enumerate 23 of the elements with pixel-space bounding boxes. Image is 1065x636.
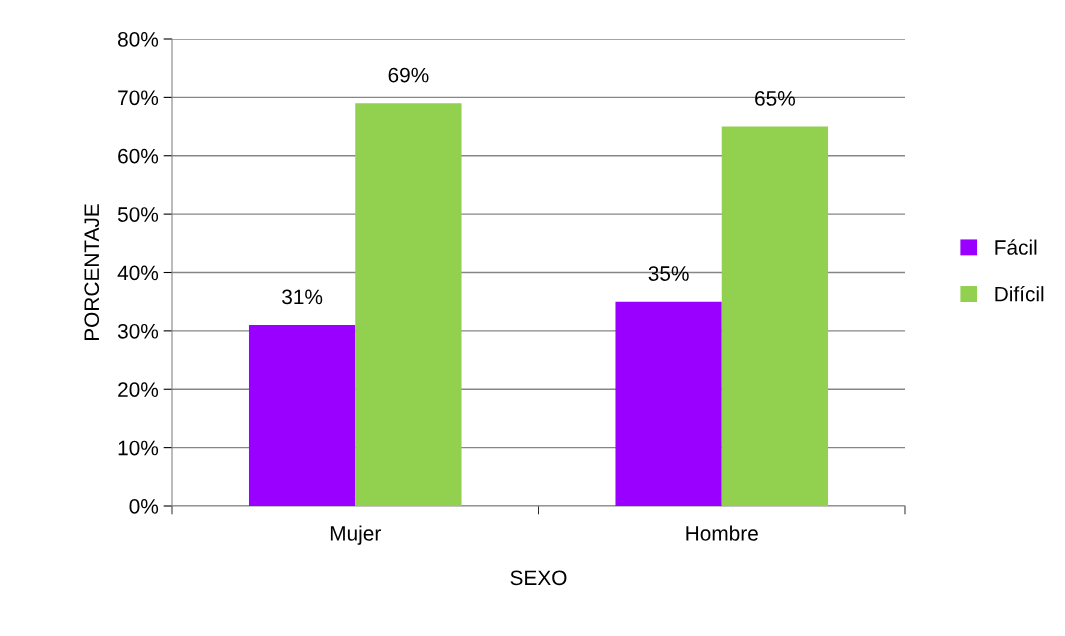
x-tick-label: Mujer [330,525,381,545]
data-label: 31% [282,289,323,305]
x-axis-title: SEXO [510,570,567,586]
data-label: 65% [755,91,795,106]
y-tick-label: 30% [117,323,159,339]
data-label: 35% [648,266,689,281]
y-axis-title: PORCENTAJE [84,204,100,341]
y-tick-label: 50% [117,207,159,222]
y-tick-label: 70% [118,90,159,106]
y-tick-label: 10% [118,440,159,456]
y-tick-label: 20% [118,382,159,397]
bar [721,126,829,506]
legend-label: Fácil [995,239,1037,255]
bar [248,325,356,506]
legend-label: Difícil [995,285,1044,302]
bar [355,103,462,506]
y-tick-label: 0% [129,499,159,514]
bar [615,301,722,506]
y-tick-label: 40% [117,265,159,281]
y-tick-label: 80% [118,32,159,47]
x-tick-label: Hombre [686,525,758,541]
y-tick-label: 60% [118,148,159,164]
data-label: 69% [388,67,429,83]
